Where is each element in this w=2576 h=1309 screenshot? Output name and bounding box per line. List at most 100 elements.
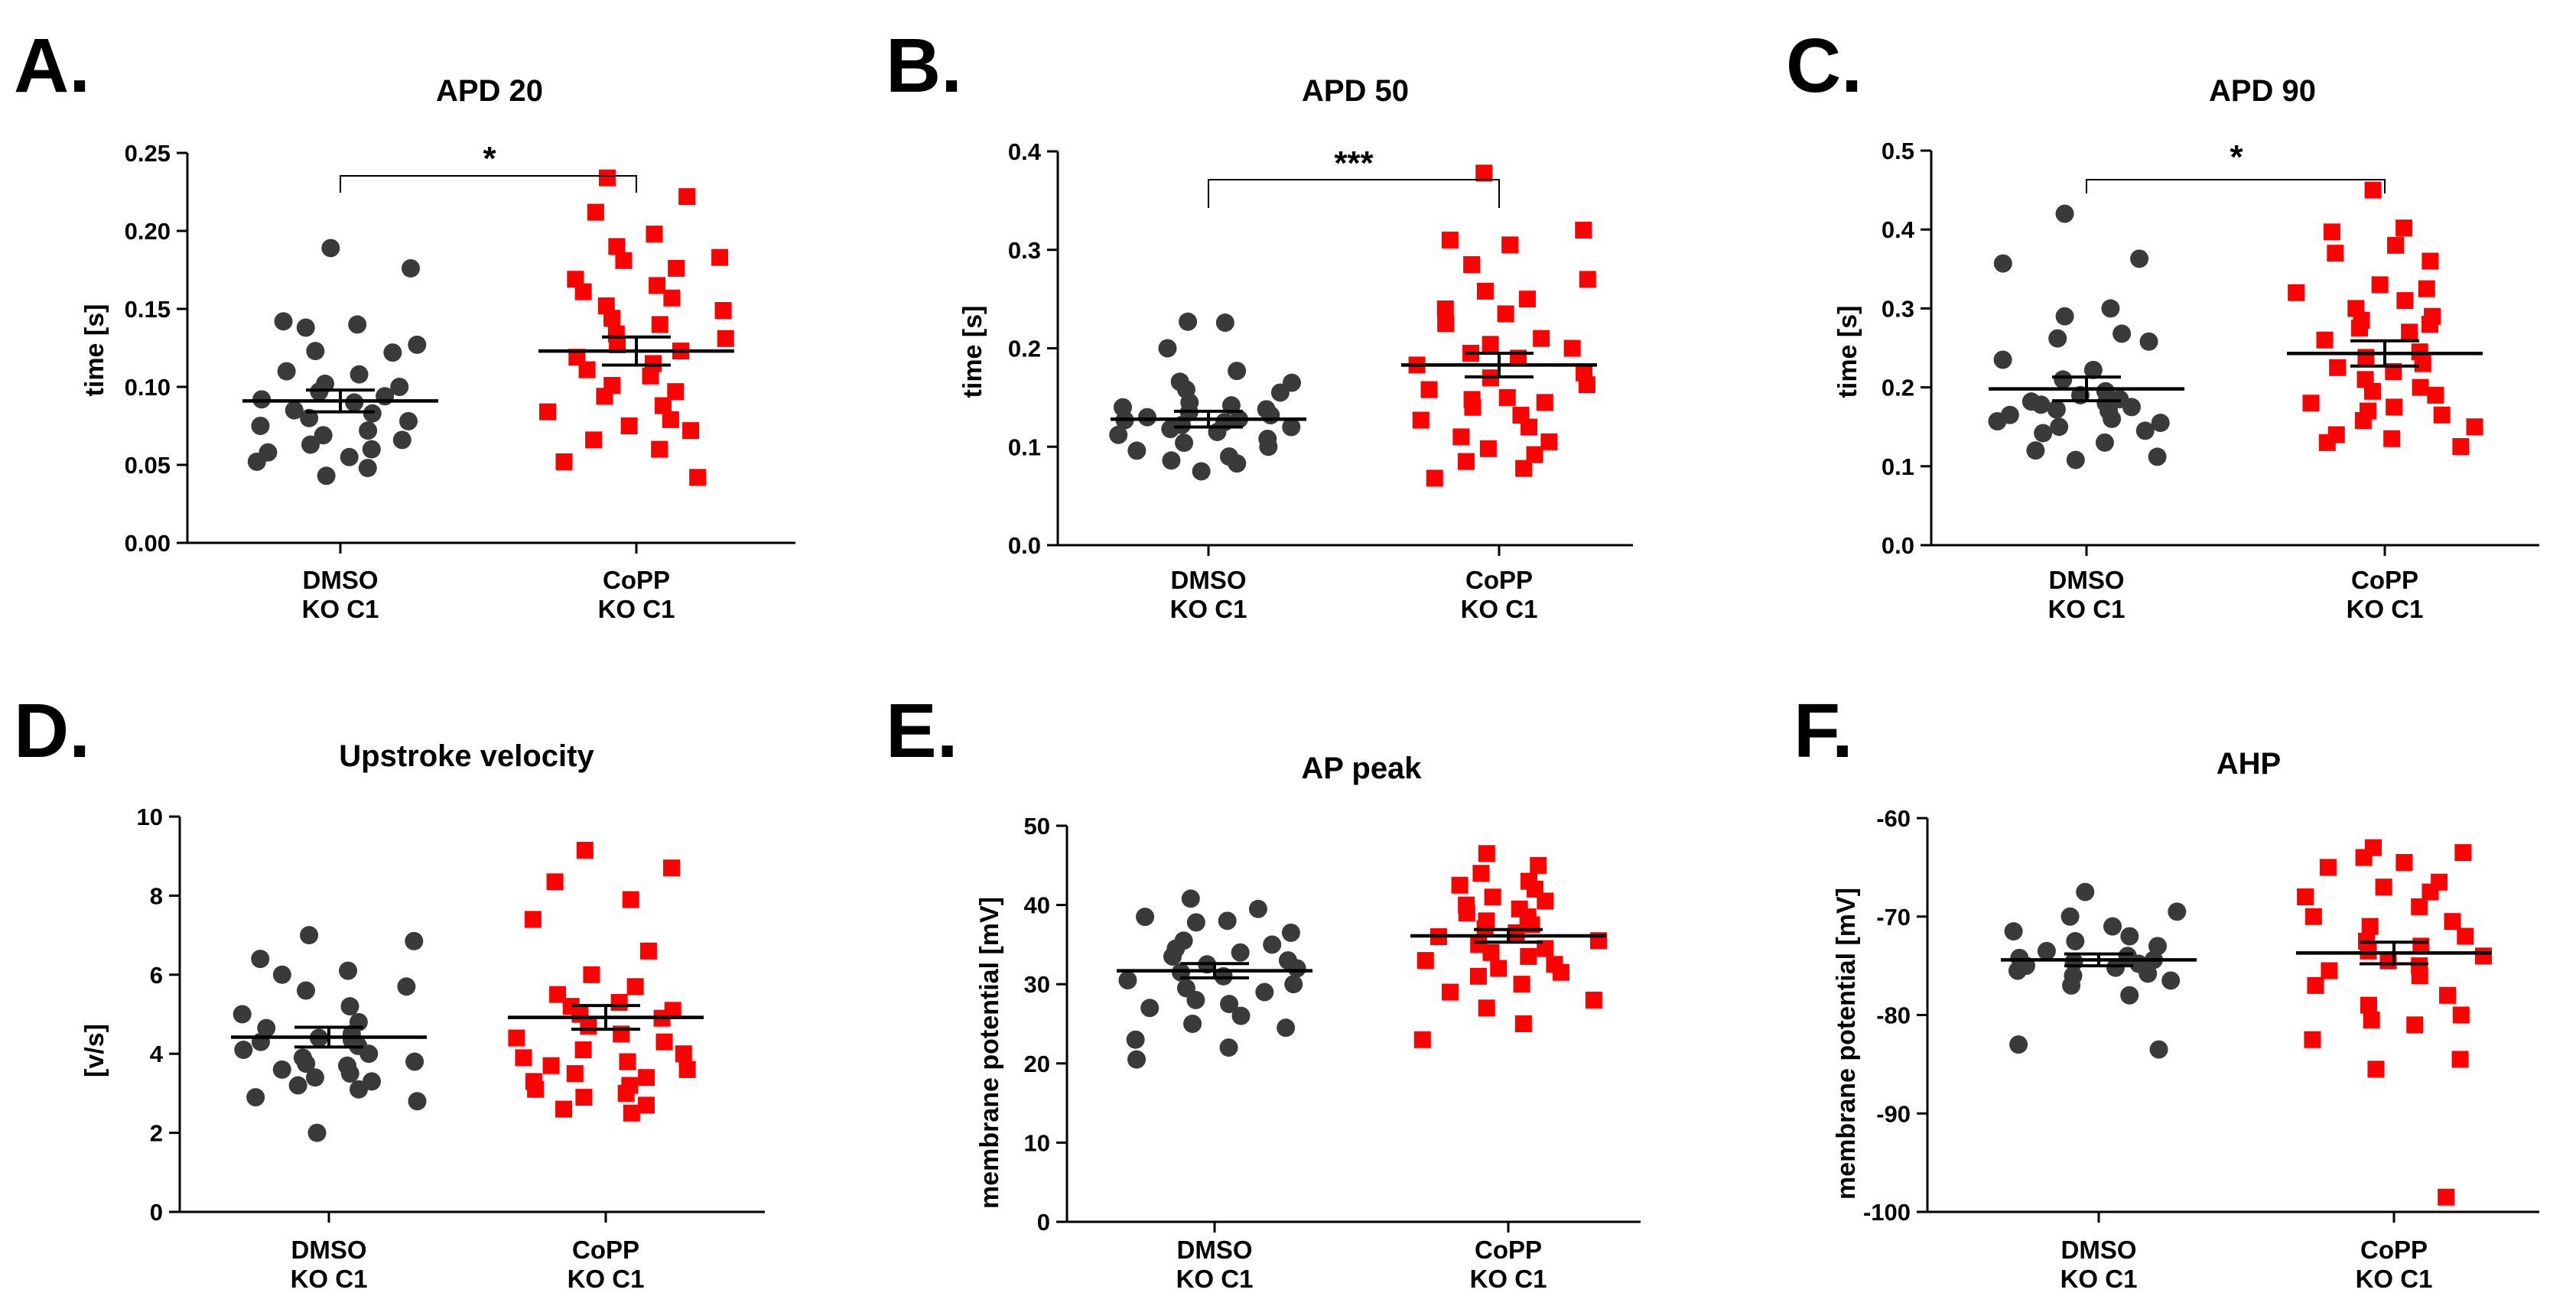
data-point-copp xyxy=(711,248,729,266)
plot-area: -100 -90 -80 -70 -60 xyxy=(1863,805,2539,1226)
data-point-copp xyxy=(2444,913,2461,931)
data-point-copp xyxy=(667,383,685,401)
data-point-dmso xyxy=(2168,902,2187,921)
data-point-dmso xyxy=(2031,395,2051,414)
panel-letter: F. xyxy=(1794,688,1853,774)
data-point-copp xyxy=(1498,388,1516,406)
data-point-copp xyxy=(527,1080,545,1098)
category-label-line2: KO C1 xyxy=(2356,1265,2433,1293)
data-point-dmso xyxy=(392,430,411,450)
data-point-copp xyxy=(1578,376,1595,394)
data-point-dmso xyxy=(300,408,319,427)
data-point-copp xyxy=(663,289,681,307)
data-point-dmso xyxy=(233,1005,252,1024)
data-point-copp xyxy=(717,330,734,347)
y-tick-label: 0.1 xyxy=(1882,453,1914,480)
data-point-copp xyxy=(538,403,556,421)
data-point-dmso xyxy=(2050,417,2069,437)
data-point-copp xyxy=(638,1096,655,1114)
data-point-dmso xyxy=(317,466,336,486)
data-point-dmso xyxy=(2139,332,2158,351)
y-tick-label: -60 xyxy=(1876,805,1911,832)
data-point-dmso xyxy=(1988,411,2007,430)
data-point-copp xyxy=(2361,918,2379,935)
category-label-line1: CoPP xyxy=(2351,566,2418,594)
data-point-copp xyxy=(1575,222,1592,239)
data-point-dmso xyxy=(246,1088,265,1107)
data-point-dmso xyxy=(1136,908,1155,927)
data-point-dmso xyxy=(1127,441,1147,460)
data-point-copp xyxy=(2302,395,2320,412)
data-point-dmso xyxy=(1993,254,2012,273)
data-point-copp xyxy=(2452,1006,2470,1024)
data-point-copp xyxy=(524,911,542,928)
data-point-dmso xyxy=(2135,421,2155,440)
data-point-copp xyxy=(2360,996,2377,1014)
category-label-line1: DMSO xyxy=(2049,566,2125,594)
data-point-copp xyxy=(638,1069,655,1087)
data-point-dmso xyxy=(2103,917,2122,936)
category-label-line2: KO C1 xyxy=(598,595,675,623)
data-point-copp xyxy=(2304,908,2322,925)
data-point-copp xyxy=(587,203,604,221)
data-point-copp xyxy=(1452,428,1470,446)
data-point-dmso xyxy=(1281,923,1300,942)
data-point-dmso xyxy=(359,421,378,440)
category-label-line1: DMSO xyxy=(2061,1236,2137,1264)
panel-a: A. APD 20 time [s] 0.000.050.100.150.200… xyxy=(14,23,795,623)
y-tick-label: 10 xyxy=(1024,1129,1050,1156)
data-point-copp xyxy=(1537,892,1554,910)
y-tick-label: 0.0 xyxy=(1882,532,1914,559)
data-point-copp xyxy=(2438,986,2456,1004)
panel-letter: C. xyxy=(1786,23,1862,109)
data-point-copp xyxy=(1437,315,1455,333)
y-tick-label: 0 xyxy=(150,1199,163,1226)
data-point-dmso xyxy=(307,1123,327,1142)
data-point-copp xyxy=(1441,231,1459,248)
data-point-copp xyxy=(578,361,596,378)
category-label-line2: KO C1 xyxy=(2048,595,2126,623)
data-point-copp xyxy=(1451,876,1469,894)
data-point-copp xyxy=(2433,406,2451,424)
data-point-copp xyxy=(2288,284,2305,301)
data-point-copp xyxy=(1482,944,1500,961)
data-point-copp xyxy=(1520,947,1537,965)
data-point-copp xyxy=(2474,947,2492,965)
data-point-copp xyxy=(1426,469,1443,487)
data-point-copp xyxy=(1458,904,1475,921)
data-point-dmso xyxy=(2106,958,2126,977)
category-label-line1: CoPP xyxy=(603,566,670,594)
data-point-dmso xyxy=(2066,450,2085,469)
data-point-dmso xyxy=(1126,1030,1145,1049)
data-point-dmso xyxy=(2139,964,2158,983)
data-point-copp xyxy=(1475,164,1493,182)
data-point-dmso xyxy=(296,318,315,337)
data-point-copp xyxy=(2412,378,2429,396)
data-point-copp xyxy=(1540,433,1558,450)
data-point-dmso xyxy=(234,1041,253,1060)
panel-letter: D. xyxy=(14,688,90,774)
y-axis-label: membrane potential [mV] xyxy=(1832,888,1861,1200)
data-point-copp xyxy=(714,302,732,320)
category-label-line1: DMSO xyxy=(1177,1236,1253,1264)
data-point-copp xyxy=(623,1104,640,1122)
data-point-copp xyxy=(651,440,668,458)
y-tick-label: 0.4 xyxy=(1882,216,1915,243)
data-point-dmso xyxy=(1263,935,1282,954)
data-point-dmso xyxy=(340,1064,359,1083)
data-point-dmso xyxy=(397,977,416,996)
data-point-dmso xyxy=(1228,454,1247,473)
data-point-copp xyxy=(626,978,644,996)
data-point-copp xyxy=(2438,1188,2455,1206)
data-point-dmso xyxy=(2120,986,2139,1005)
panel-title: APD 20 xyxy=(436,74,543,108)
data-point-copp xyxy=(598,169,616,187)
plot-area: 0 2 4 6 8 10 xyxy=(137,804,765,1226)
data-point-dmso xyxy=(1183,1015,1202,1033)
data-point-dmso xyxy=(402,258,421,278)
data-point-dmso xyxy=(2161,971,2181,990)
data-point-copp xyxy=(649,277,666,294)
data-point-copp xyxy=(615,252,633,269)
data-point-dmso xyxy=(2148,447,2167,466)
data-point-copp xyxy=(2375,879,2392,896)
